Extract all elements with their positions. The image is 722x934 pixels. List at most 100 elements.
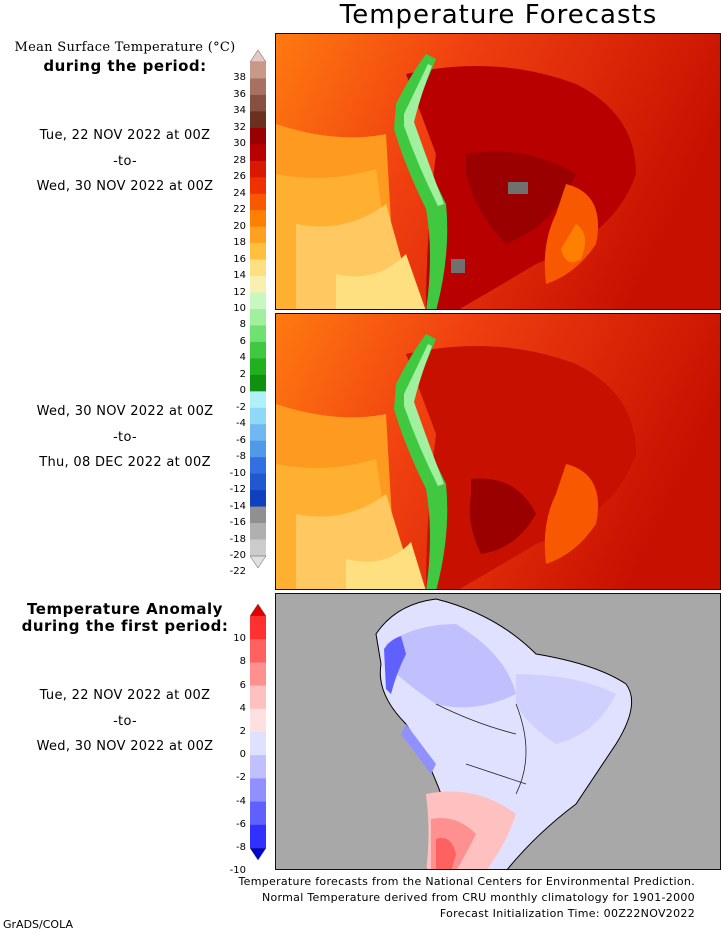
colorbar-swatch xyxy=(250,243,266,261)
colorbar-tick-label: 4 xyxy=(239,352,246,364)
colorbar-tick-label: 22 xyxy=(233,204,246,216)
page-title: Temperature Forecasts xyxy=(339,0,658,30)
colorbar-swatch xyxy=(250,824,266,849)
colorbar-swatch xyxy=(250,226,266,244)
colorbar-tick-label: 16 xyxy=(233,253,246,265)
colorbar-tick-label: 24 xyxy=(233,187,246,199)
colorbar-swatch xyxy=(250,440,266,458)
temperature-colorbar xyxy=(250,50,266,568)
colorbar-swatch xyxy=(250,639,266,663)
footer-line1: Temperature forecasts from the National … xyxy=(238,875,695,888)
period2-start: Wed, 30 NOV 2022 at 00Z xyxy=(36,404,214,419)
colorbar-tick-label: -4 xyxy=(236,418,246,430)
period1-sep: -to- xyxy=(113,154,137,169)
colorbar-swatch xyxy=(250,193,266,211)
colorbar-swatch xyxy=(250,292,266,310)
period3-start: Tue, 22 NOV 2022 at 00Z xyxy=(39,688,211,703)
grads-credit: GrADS/COLA xyxy=(3,918,73,931)
colorbar-tick-label: -8 xyxy=(236,842,246,853)
period2-sep: -to- xyxy=(113,430,137,445)
colorbar-swatch xyxy=(250,259,266,277)
colorbar-bottom-arrow xyxy=(250,555,266,568)
colorbar-swatch xyxy=(250,78,266,96)
colorbar-swatch xyxy=(250,144,266,162)
colorbar-tick-label: -14 xyxy=(229,500,246,512)
colorbar-swatch xyxy=(250,391,266,409)
colorbar-swatch xyxy=(250,374,266,392)
colorbar-tick-label: 38 xyxy=(233,72,246,84)
during-period-label: during the period: xyxy=(43,57,207,75)
colorbar-tick-label: 20 xyxy=(233,220,246,232)
colorbar-tick-label: 2 xyxy=(239,368,246,380)
colorbar-tick-label: 26 xyxy=(233,171,246,183)
colorbar-tick-label: -2 xyxy=(236,401,246,413)
colorbar-tick-label: 8 xyxy=(239,319,246,331)
colorbar-swatch xyxy=(250,127,266,145)
anomaly-period-label: during the first period: xyxy=(21,617,229,635)
colorbar-swatch xyxy=(250,325,266,343)
anomaly-colorbar xyxy=(250,604,266,860)
colorbar-tick-label: -6 xyxy=(236,818,246,830)
period1-end: Wed, 30 NOV 2022 at 00Z xyxy=(36,179,214,194)
colorbar-swatch xyxy=(250,210,266,228)
colorbar-swatch xyxy=(250,473,266,491)
colorbar-swatch xyxy=(250,708,266,733)
footer-line2: Normal Temperature derived from CRU mont… xyxy=(261,891,695,904)
colorbar-tick-label: -8 xyxy=(236,451,246,463)
anomaly-map-period1 xyxy=(275,593,721,870)
colorbar-swatch xyxy=(250,755,266,779)
colorbar-swatch xyxy=(250,778,266,803)
colorbar-swatch xyxy=(250,523,266,541)
colorbar-tick-label: 6 xyxy=(239,335,246,347)
colorbar-swatch xyxy=(250,490,266,508)
colorbar-tick-label: 0 xyxy=(239,749,246,761)
colorbar-tick-label: 32 xyxy=(233,121,246,133)
colorbar-tick-label: 10 xyxy=(233,303,246,314)
colorbar-tick-label: -4 xyxy=(236,795,246,807)
colorbar-tick-label: 30 xyxy=(233,138,246,150)
colorbar-tick-label: 10 xyxy=(233,633,246,645)
colorbar-swatch xyxy=(250,309,266,326)
colorbar-tick-label: -22 xyxy=(229,566,246,578)
colorbar-swatch xyxy=(250,62,266,79)
colorbar-swatch xyxy=(250,358,266,376)
colorbar-swatch xyxy=(250,111,266,129)
colorbar-tick-label: 12 xyxy=(233,286,246,298)
colorbar-tick-label: -6 xyxy=(236,434,246,446)
colorbar-tick-label: -10 xyxy=(229,467,246,479)
colorbar-swatch xyxy=(250,407,266,425)
colorbar-tick-label: -16 xyxy=(229,517,246,529)
colorbar-tick-label: -2 xyxy=(236,772,246,784)
colorbar-swatch xyxy=(250,685,266,710)
colorbar-tick-label: 36 xyxy=(233,88,246,100)
mean-temp-label: Mean Surface Temperature (°C) xyxy=(14,40,236,55)
colorbar-tick-label: 2 xyxy=(239,726,246,737)
colorbar-tick-label: -20 xyxy=(229,550,246,561)
colorbar-tick-label: -12 xyxy=(229,484,246,496)
colorbar-swatch xyxy=(250,276,266,294)
colorbar-bottom-arrow xyxy=(250,847,266,860)
colorbar-swatch xyxy=(250,732,266,756)
colorbar-swatch xyxy=(250,801,266,826)
colorbar-tick-label: 14 xyxy=(233,270,246,282)
colorbar-tick-label: 8 xyxy=(239,656,246,668)
colorbar-tick-label: 28 xyxy=(233,154,246,166)
anomaly-label: Temperature Anomaly xyxy=(27,600,223,618)
colorbar-top-arrow xyxy=(250,50,266,63)
colorbar-tick-label: 4 xyxy=(239,702,246,714)
colorbar-tick-label: 34 xyxy=(233,105,246,117)
period3-end: Wed, 30 NOV 2022 at 00Z xyxy=(36,739,214,754)
temperature-map-period1 xyxy=(275,33,721,310)
footer-line3: Forecast Initialization Time: 00Z22NOV20… xyxy=(439,907,695,920)
colorbar-swatch xyxy=(250,94,266,112)
colorbar-top-arrow xyxy=(250,604,266,617)
colorbar-swatch xyxy=(250,662,266,687)
colorbar-tick-label: 6 xyxy=(239,679,246,691)
period2-end: Thu, 08 DEC 2022 at 00Z xyxy=(39,455,211,470)
colorbar-tick-label: 18 xyxy=(233,237,246,249)
colorbar-swatch xyxy=(250,539,266,557)
colorbar-tick-label: 0 xyxy=(239,385,246,397)
colorbar-tick-label: -10 xyxy=(229,865,246,877)
colorbar-swatch xyxy=(250,424,266,442)
colorbar-swatch xyxy=(250,506,266,524)
